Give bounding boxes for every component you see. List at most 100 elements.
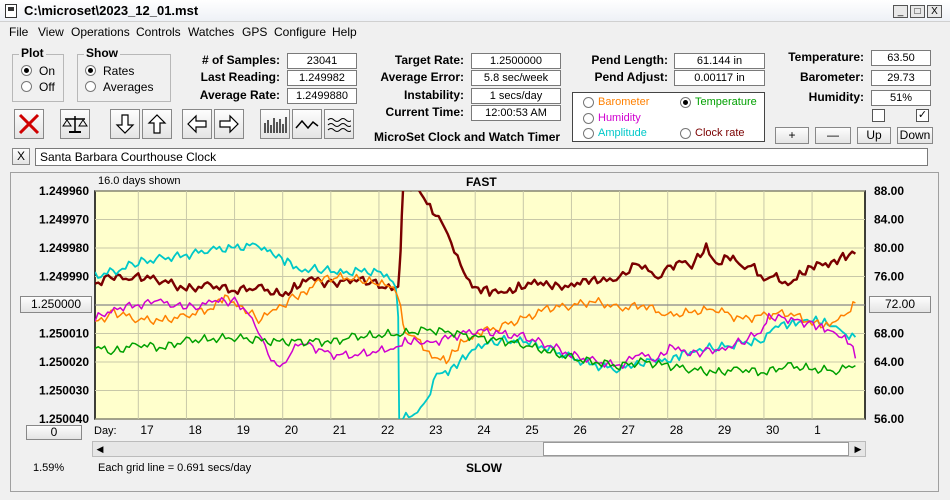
series-line <box>95 191 857 298</box>
arrow-down-icon <box>115 114 135 134</box>
balance-scale-icon <box>62 116 88 133</box>
left-tick-label: 1.250030 <box>39 384 89 398</box>
left-tick-label: 1.249970 <box>39 213 89 227</box>
title-bar: C:\microset\2023_12_01.mst _ □ X <box>0 0 950 22</box>
up-button[interactable]: Up <box>857 127 891 144</box>
plot-off-label: Off <box>39 80 55 94</box>
menu-watches[interactable]: Watches <box>188 25 235 39</box>
barometer-radio[interactable] <box>583 97 594 108</box>
scroll-right-icon[interactable]: ▶ <box>854 444 862 454</box>
zero-button[interactable]: 0 <box>26 425 82 440</box>
plot-on-radio[interactable] <box>21 65 32 76</box>
current-time-label: Current Time: <box>385 105 464 119</box>
left-tick-label: 1.249990 <box>39 270 89 284</box>
series-line <box>95 296 857 370</box>
menu-file[interactable]: File <box>9 25 29 39</box>
arrow-right-icon <box>219 114 239 134</box>
arrow-up-button[interactable] <box>142 109 172 139</box>
x-tick-label: 19 <box>237 423 251 437</box>
menu-operations[interactable]: Operations <box>71 25 130 39</box>
left-tick-label: 1.249960 <box>39 184 89 198</box>
down-button[interactable]: Down <box>897 127 933 144</box>
show-averages-label: Averages <box>103 80 154 94</box>
humidity-series-label: Humidity <box>598 112 641 124</box>
window-title: C:\microset\2023_12_01.mst <box>24 3 199 18</box>
instability-label: Instability: <box>403 88 464 102</box>
menu-help[interactable]: Help <box>332 25 357 39</box>
grid-note-label: Each grid line = 0.691 secs/day <box>98 462 252 474</box>
menu-view[interactable]: View <box>38 25 64 39</box>
scroll-left-icon[interactable]: ◀ <box>96 444 104 454</box>
temperature-label: Temperature: <box>788 50 864 64</box>
clear-clock-button[interactable]: X <box>12 148 30 165</box>
arrow-down-button[interactable] <box>110 109 140 139</box>
scroll-thumb[interactable] <box>543 442 849 456</box>
percent-label: 1.59% <box>33 462 65 474</box>
temperature-series-label: Temperature <box>695 96 757 108</box>
plot-off-radio[interactable] <box>21 81 32 92</box>
right-tick-label: 88.00 <box>874 184 904 198</box>
x-tick-label: 30 <box>766 423 780 437</box>
humidity-radio[interactable] <box>583 113 594 124</box>
maximize-button[interactable]: □ <box>910 5 925 18</box>
x-tick-label: 29 <box>718 423 732 437</box>
pend-length-value: 61.144 in <box>674 53 765 69</box>
left-tick-label: 1.249980 <box>39 241 89 255</box>
show-group-title: Show <box>84 46 120 60</box>
x-tick-label: 25 <box>525 423 539 437</box>
line-graph-button[interactable] <box>292 109 322 139</box>
humidity-value: 51% <box>871 90 931 106</box>
show-rates-radio[interactable] <box>85 65 96 76</box>
menu-controls[interactable]: Controls <box>136 25 181 39</box>
x-tick-label: 27 <box>622 423 636 437</box>
app-icon <box>5 4 17 18</box>
right-tick-label: 64.00 <box>874 355 904 369</box>
minus-button[interactable]: — <box>815 127 851 144</box>
right-tick-label: 56.00 <box>874 412 904 426</box>
env-checkbox-2[interactable]: ✓ <box>916 109 929 122</box>
close-button[interactable]: X <box>927 5 942 18</box>
wave-graph-icon <box>327 118 351 132</box>
center-rate-button[interactable]: 1.250000 <box>20 296 92 313</box>
barometer-value: 29.73 <box>871 70 931 86</box>
balance-button[interactable] <box>60 109 90 139</box>
bar-graph-button[interactable] <box>260 109 290 139</box>
plus-button[interactable]: + <box>775 127 809 144</box>
env-checkbox-1[interactable] <box>872 109 885 122</box>
minimize-button[interactable]: _ <box>893 5 908 18</box>
temperature-radio[interactable] <box>680 97 691 108</box>
arrow-right-button[interactable] <box>214 109 244 139</box>
temperature-value: 63.50 <box>871 50 931 66</box>
average-rate-label: Average Rate: <box>199 88 280 102</box>
plot-group-title: Plot <box>19 46 46 60</box>
right-tick-label: 60.00 <box>874 384 904 398</box>
last-reading-value: 1.249982 <box>287 70 357 86</box>
x-tick-label: 23 <box>429 423 443 437</box>
x-tick-label: 24 <box>477 423 491 437</box>
menu-configure[interactable]: Configure <box>274 25 327 39</box>
x-tick-label: 20 <box>285 423 299 437</box>
right-tick-label: 80.00 <box>874 241 904 255</box>
bar-graph-icon <box>264 117 287 133</box>
arrow-left-button[interactable] <box>182 109 212 139</box>
x-tick-label: 17 <box>140 423 154 437</box>
left-tick-label: 1.250020 <box>39 355 89 369</box>
x-tick-label: 21 <box>333 423 347 437</box>
instability-value: 1 secs/day <box>471 88 561 104</box>
samples-value: 23041 <box>287 53 357 69</box>
show-rates-label: Rates <box>103 64 135 78</box>
wave-graph-button[interactable] <box>324 109 354 139</box>
samples-label: # of Samples: <box>201 53 280 67</box>
x-tick-label: 1 <box>814 423 821 437</box>
show-averages-radio[interactable] <box>85 81 96 92</box>
center-temp-button[interactable]: 72.00 <box>869 296 931 313</box>
clock-name-field[interactable]: Santa Barbara Courthouse Clock <box>35 148 928 166</box>
stop-button[interactable] <box>14 109 44 139</box>
clock-rate-radio[interactable] <box>680 128 691 139</box>
amplitude-series-label: Amplitude <box>598 127 647 139</box>
menu-gps[interactable]: GPS <box>242 25 268 39</box>
target-rate-label: Target Rate: <box>394 53 464 67</box>
amplitude-radio[interactable] <box>583 128 594 139</box>
stop-x-icon <box>18 113 40 135</box>
right-tick-label: 84.00 <box>874 213 904 227</box>
